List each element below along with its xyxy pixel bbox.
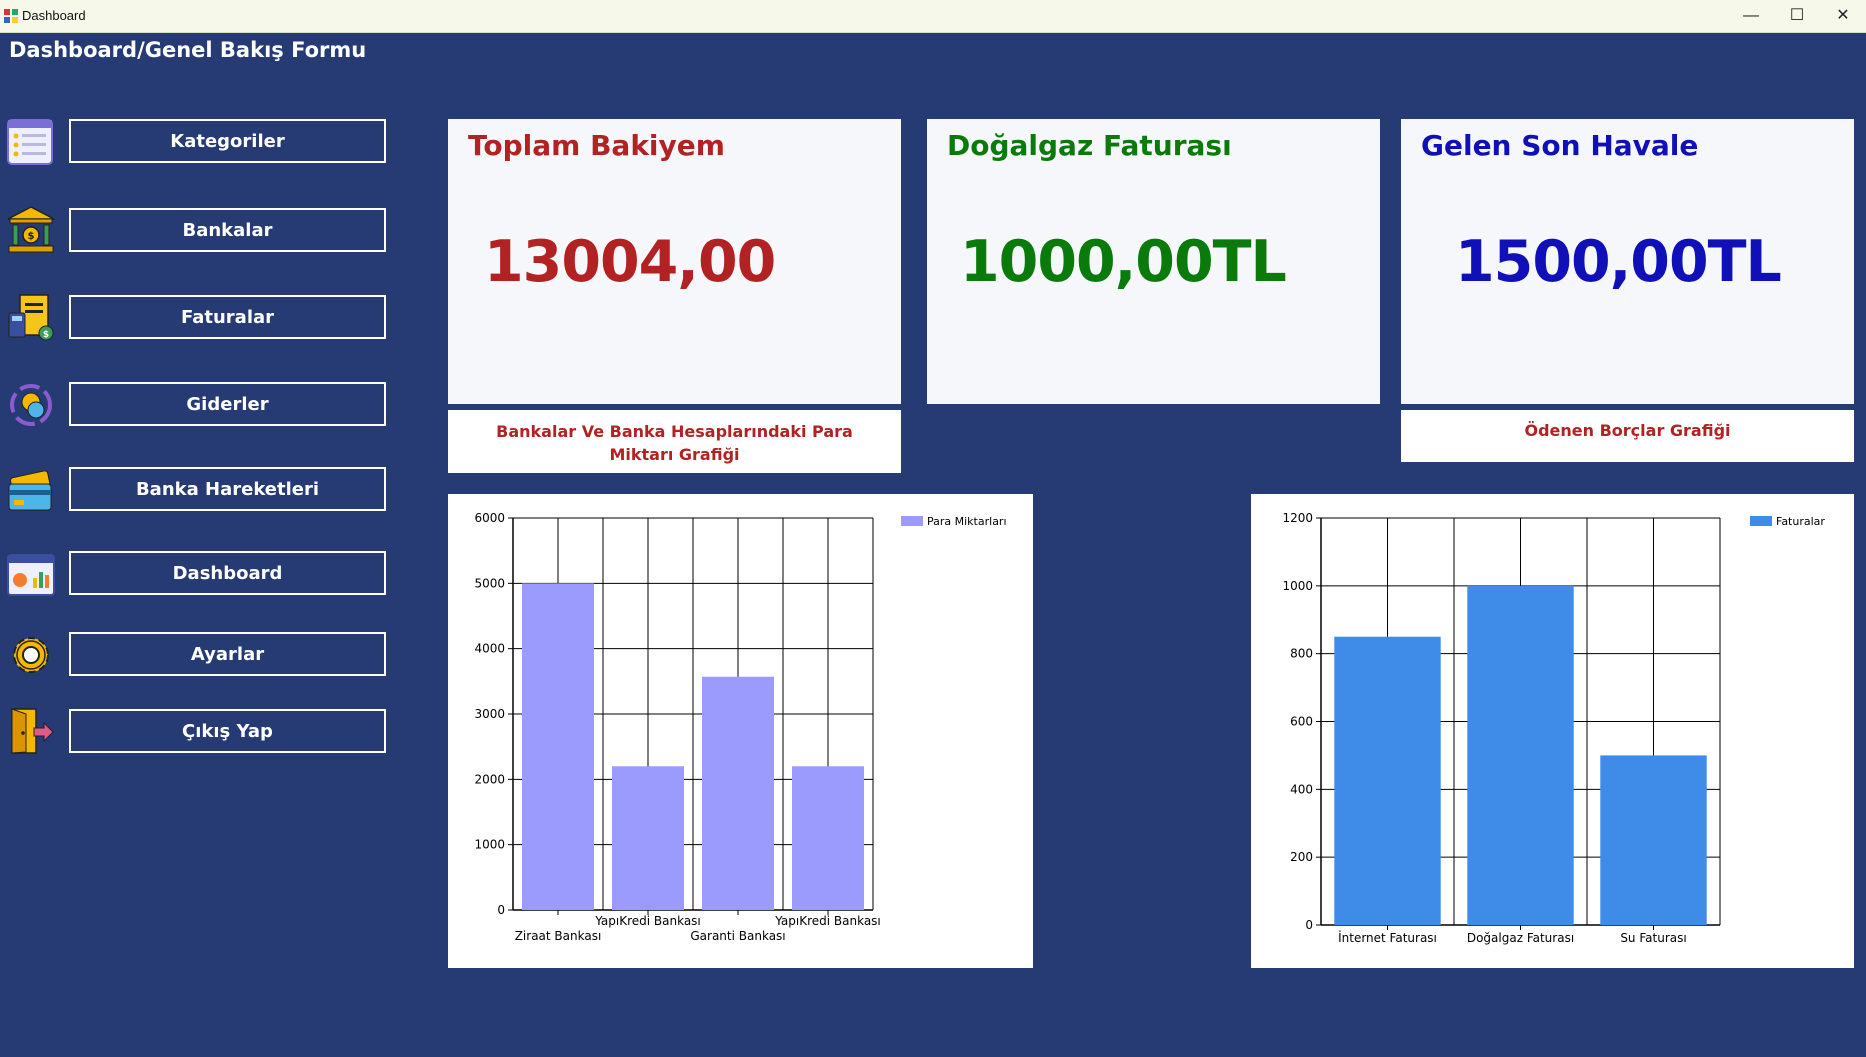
nav-button-banka-hareketleri[interactable]: Banka Hareketleri	[69, 467, 386, 511]
bank-chart-bar	[612, 766, 684, 910]
bank-chart-y-tick-label: 1000	[474, 838, 505, 852]
transfer-card-title: Gelen Son Havale	[1421, 129, 1699, 162]
debt-chart-y-tick-label: 600	[1290, 715, 1313, 729]
debt-chart-y-tick-label: 1000	[1282, 579, 1313, 593]
expenses-icon	[10, 384, 52, 426]
debt-chart-y-tick-label: 800	[1290, 647, 1313, 661]
bank-chart-x-tick-label: YapıKredi Bankası	[594, 914, 701, 928]
nav-button-ayarlar[interactable]: Ayarlar	[69, 632, 386, 676]
debt-chart-caption: Ödenen Borçlar Grafiği	[1401, 410, 1854, 462]
bank-chart-legend-swatch	[901, 516, 923, 526]
maximize-button[interactable]: ☐	[1789, 7, 1805, 24]
close-button[interactable]: ✕	[1836, 7, 1850, 24]
transfer-card-value: 1500,00TL	[1455, 229, 1782, 295]
app-icon	[4, 9, 18, 23]
debt-chart-y-tick-label: 0	[1305, 918, 1313, 932]
svg-text:$: $	[28, 231, 35, 242]
bank-chart-bar	[792, 766, 864, 910]
nav-button-giderler[interactable]: Giderler	[69, 382, 386, 426]
balance-card-title: Toplam Bakiyem	[468, 129, 725, 162]
debt-chart-legend-label: Faturalar	[1776, 515, 1825, 528]
gas-bill-card-title: Doğalgaz Faturası	[947, 129, 1232, 162]
bank-icon: $	[7, 206, 55, 253]
gas-bill-card: Doğalgaz Faturası 1000,00TL	[927, 119, 1380, 404]
bank-chart-panel: 0 1000 2000 3000 4000 5000 6000 Ziraat Bankası Y…	[448, 494, 1033, 968]
debt-chart-panel: 0 200 400 600 800 1000 1200 İnternet Faturası Do…	[1251, 494, 1854, 968]
debt-chart-bar	[1467, 585, 1574, 925]
debt-chart-x-tick-label: Su Faturası	[1620, 931, 1686, 945]
debt-chart-x-tick-label: İnternet Faturası	[1338, 930, 1437, 945]
invoice-icon: $	[8, 294, 54, 341]
paid-debts-chart: 0 200 400 600 800 1000 1200 İnternet Faturası Do…	[1282, 511, 1825, 945]
bank-chart-y-tick-label: 2000	[474, 772, 505, 786]
nav-button-kategoriler[interactable]: Kategoriler	[69, 119, 386, 163]
exit-door-icon	[11, 708, 54, 754]
bank-chart-legend-label: Para Miktarları	[927, 515, 1007, 528]
categories-icon	[7, 119, 53, 165]
debt-chart-x-tick-label: Doğalgaz Faturası	[1467, 931, 1574, 945]
settings-gear-icon	[13, 637, 49, 673]
nav-button-faturalar[interactable]: Faturalar	[69, 295, 386, 339]
debt-chart-y-tick-label: 1200	[1282, 511, 1313, 525]
transfer-card: Gelen Son Havale 1500,00TL	[1401, 119, 1854, 404]
debt-chart-bar	[1334, 636, 1441, 925]
debt-chart-y-tick-label: 400	[1290, 782, 1313, 796]
dashboard-icon	[7, 554, 55, 596]
svg-text:$: $	[43, 330, 49, 340]
bank-chart-y-tick-label: 4000	[474, 642, 505, 656]
bank-chart-bar	[522, 583, 594, 910]
gas-bill-card-value: 1000,00TL	[960, 229, 1287, 295]
nav-button-bankalar[interactable]: Bankalar	[69, 208, 386, 252]
bank-chart-bar	[702, 676, 774, 910]
bank-chart-y-tick-label: 5000	[474, 576, 505, 590]
bank-chart-y-tick-label: 3000	[474, 707, 505, 721]
nav-button-dashboard[interactable]: Dashboard	[69, 551, 386, 595]
window-titlebar: Dashboard — ☐ ✕	[0, 0, 1866, 33]
window-title: Dashboard	[22, 8, 86, 23]
bank-chart-y-tick-label: 0	[497, 903, 505, 917]
bank-chart-y-tick-label: 6000	[474, 511, 505, 525]
bank-chart-x-tick-label: YapıKredi Bankası	[774, 914, 881, 928]
balance-card-value: 13004,00	[484, 229, 776, 295]
balance-card: Toplam Bakiyem 13004,00	[448, 119, 901, 404]
credit-card-icon	[8, 470, 53, 511]
bank-chart-caption: Bankalar Ve Banka Hesaplarındaki Para Mi…	[448, 410, 901, 473]
minimize-button[interactable]: —	[1743, 7, 1759, 24]
debt-chart-bar	[1600, 755, 1707, 925]
debt-chart-y-tick-label: 200	[1290, 850, 1313, 864]
bank-chart-x-tick-label: Garanti Bankası	[690, 929, 785, 943]
form-title: Dashboard/Genel Bakış Formu	[9, 38, 367, 62]
bank-chart-x-tick-label: Ziraat Bankası	[515, 929, 602, 943]
nav-button-cikis-yap[interactable]: Çıkış Yap	[69, 709, 386, 753]
debt-chart-legend-swatch	[1750, 516, 1772, 526]
